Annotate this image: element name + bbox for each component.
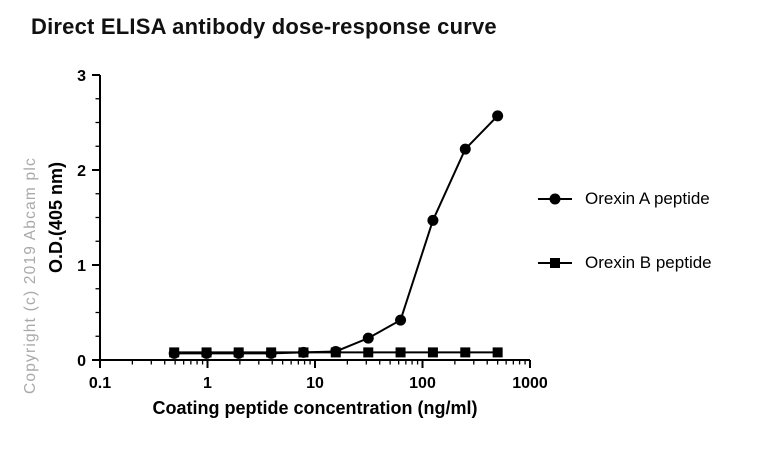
legend-label-orexin-b: Orexin B peptide (585, 253, 712, 272)
data-point-orexin-b (492, 347, 503, 358)
x-tick-label: 1 (203, 375, 212, 392)
chart-title: Direct ELISA antibody dose-response curv… (31, 14, 497, 39)
legend-label-orexin-a: Orexin A peptide (585, 189, 710, 208)
data-point-orexin-b (233, 347, 244, 358)
data-point-orexin-a (459, 143, 471, 155)
y-tick-label: 1 (77, 258, 86, 275)
data-point-orexin-a (395, 314, 407, 326)
data-point-orexin-b (427, 347, 438, 358)
data-point-orexin-a (492, 110, 504, 122)
circle-marker-icon (538, 193, 572, 205)
data-point-orexin-b (169, 347, 180, 358)
data-point-orexin-b (201, 347, 212, 358)
data-point-orexin-b (266, 347, 277, 358)
x-tick-label: 100 (409, 375, 436, 392)
data-point-orexin-b (460, 347, 471, 358)
x-axis-label: Coating peptide concentration (ng/ml) (153, 398, 478, 418)
x-tick-label: 10 (306, 375, 324, 392)
x-tick-label: 1000 (512, 375, 548, 392)
data-point-orexin-a (427, 214, 439, 226)
y-tick-label: 2 (77, 163, 86, 180)
x-tick-label: 0.1 (89, 375, 111, 392)
y-tick-label: 3 (77, 68, 86, 85)
data-point-orexin-b (395, 347, 406, 358)
series-line-orexin-a (174, 115, 499, 355)
y-axis-label: O.D.(405 nm) (46, 162, 66, 273)
legend-item-orexin-a: Orexin A peptide (537, 188, 712, 210)
data-point-orexin-b (363, 347, 374, 358)
square-marker-icon (538, 258, 572, 268)
data-point-orexin-a (362, 332, 374, 344)
data-point-orexin-b (298, 347, 309, 358)
y-tick-label: 0 (77, 353, 86, 370)
legend: Orexin A peptide Orexin B peptide (537, 188, 712, 274)
legend-item-orexin-b: Orexin B peptide (537, 252, 712, 274)
data-point-orexin-b (330, 347, 341, 358)
